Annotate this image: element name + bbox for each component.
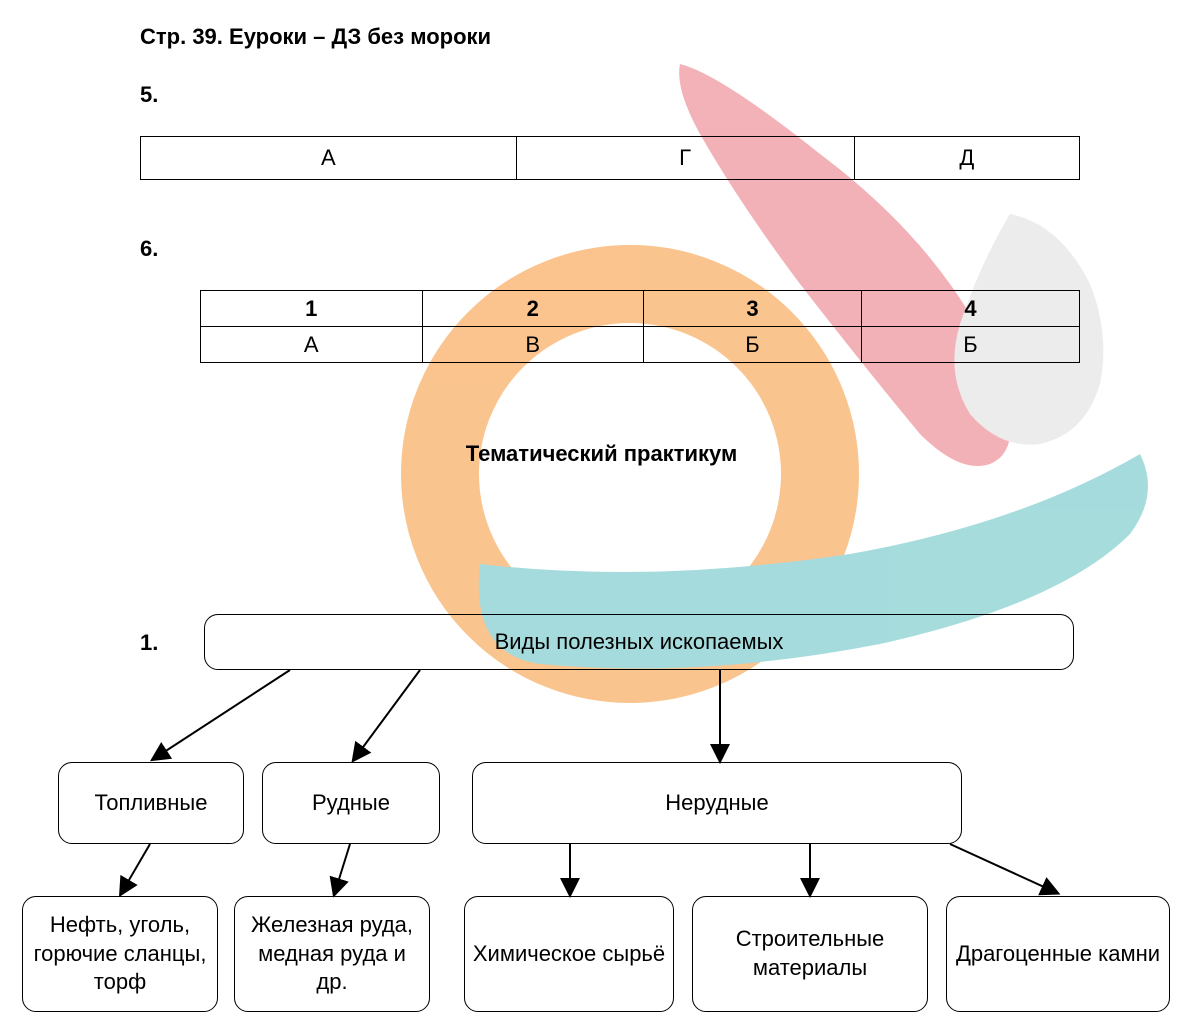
cell: А: [141, 137, 517, 180]
table-row: А В Б Б: [201, 327, 1080, 363]
diagram-node-l3a: Нефть, уголь, горючие сланцы, торф: [22, 896, 218, 1012]
cell: Г: [516, 137, 854, 180]
cell: 4: [861, 291, 1079, 327]
cell: А: [201, 327, 423, 363]
page-title: Стр. 39. Еуроки – ДЗ без мороки: [140, 24, 1203, 50]
cell: В: [422, 327, 644, 363]
cell: Д: [854, 137, 1079, 180]
diagram-root: Виды полезных ископаемых: [204, 614, 1074, 670]
section-title: Тематический практикум: [0, 441, 1203, 467]
diagram-node-l2c: Нерудные: [472, 762, 962, 844]
cell: Б: [861, 327, 1079, 363]
diagram-node-l3e: Драгоценные камни: [946, 896, 1170, 1012]
table-q5: А Г Д: [140, 136, 1080, 180]
diagram-node-l2b: Рудные: [262, 762, 440, 844]
diagram-node-l3c: Химическое сырьё: [464, 896, 674, 1012]
diagram-node-l2a: Топливные: [58, 762, 244, 844]
diagram-node-l3d: Строительные материалы: [692, 896, 928, 1012]
table-row: 1 2 3 4: [201, 291, 1080, 327]
cell: 1: [201, 291, 423, 327]
q5-number: 5.: [140, 82, 1203, 108]
diagram-node-l3b: Железная руда, медная руда и др.: [234, 896, 430, 1012]
cell: 3: [644, 291, 862, 327]
table-q6: 1 2 3 4 А В Б Б: [200, 290, 1080, 363]
q6-number: 6.: [140, 236, 1203, 262]
cell: 2: [422, 291, 644, 327]
cell: Б: [644, 327, 862, 363]
table-row: А Г Д: [141, 137, 1080, 180]
